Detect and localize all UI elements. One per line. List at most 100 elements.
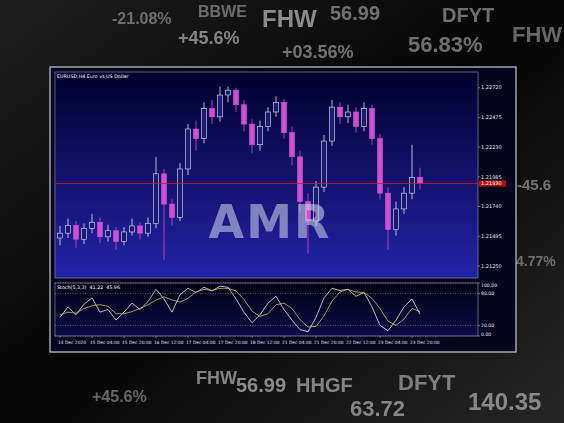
ticker-text: 56.99	[236, 374, 286, 396]
candle-body	[170, 204, 175, 217]
candle-body	[386, 193, 391, 229]
candle-body	[218, 95, 223, 117]
candle-body	[354, 112, 359, 127]
x-tick-label: 21 Dec 04:00	[282, 340, 312, 345]
candle-body	[378, 139, 383, 194]
x-tick-label: 23 Dec 04:00	[378, 340, 408, 345]
x-tick-label: 21 Dec 20:00	[314, 340, 344, 345]
x-tick	[284, 336, 285, 338]
ticker-text: +45.6%	[92, 388, 147, 405]
candle-body	[74, 225, 79, 239]
candle-body	[394, 209, 399, 230]
candle-body	[186, 129, 191, 169]
candle-body	[370, 108, 375, 138]
candle-body	[210, 108, 215, 116]
ticker-text: BBWE	[198, 3, 247, 20]
x-tick	[188, 336, 189, 338]
stoch-tick	[478, 325, 480, 326]
candle-body	[234, 90, 239, 105]
watermark: AMR	[209, 195, 332, 249]
candle-body	[82, 228, 87, 239]
candle-body	[242, 105, 247, 124]
y-tick-label: 1.21985	[481, 174, 502, 180]
ticker-text: -21.08%	[112, 10, 172, 27]
y-tick	[478, 236, 480, 237]
x-tick-label: 22 Dec 12:00	[346, 340, 376, 345]
current-price-line	[55, 183, 478, 184]
ticker-text: +03.56%	[282, 42, 354, 62]
y-tick	[478, 176, 480, 177]
candle-body	[114, 231, 119, 242]
y-tick	[478, 87, 480, 88]
candle-body	[66, 225, 71, 233]
candle-body	[410, 177, 415, 193]
stoch-level	[55, 336, 478, 337]
candle-body	[226, 90, 231, 95]
x-tick	[92, 336, 93, 338]
stoch-tick-label: 0.00	[481, 332, 491, 337]
ticker-text: HHGF	[296, 374, 353, 396]
y-tick-label: 1.21250	[481, 263, 502, 269]
stoch-title: Stoch(5,3,3)41.2245.96	[57, 285, 120, 290]
candle-body	[98, 222, 103, 237]
candle-body	[322, 141, 327, 187]
chart-frame	[50, 67, 516, 352]
x-tick-label: 17 Dec 04:00	[186, 340, 216, 345]
x-tick	[124, 336, 125, 338]
candle-body	[202, 108, 207, 138]
candle-body	[290, 133, 295, 157]
stoch-tick-label: 80.00	[481, 291, 494, 296]
ticker-text: 63.72	[350, 396, 405, 421]
candle-body	[338, 107, 343, 117]
stoch-value: 41.22	[90, 285, 104, 290]
x-tick	[412, 336, 413, 338]
x-tick	[380, 336, 381, 338]
ticker-text: FHW	[262, 5, 317, 32]
stoch-tick-label: 20.00	[481, 323, 494, 328]
candle-body	[106, 231, 111, 237]
candle-body	[250, 124, 255, 145]
y-tick-label: 1.22720	[481, 84, 502, 90]
candle-body	[194, 129, 199, 139]
y-tick	[478, 147, 480, 148]
current-price-label: 1.21930	[481, 180, 502, 186]
stoch-lines	[60, 286, 420, 332]
ticker-text: 4.77%	[516, 253, 556, 269]
y-tick	[478, 265, 480, 266]
x-tick-label: 15 Dec 04:00	[90, 340, 120, 345]
candle-body	[346, 112, 351, 117]
y-tick-label: 1.21495	[481, 233, 502, 239]
ticker-text: FHW	[196, 368, 237, 388]
stoch-line	[60, 286, 420, 332]
candle-body	[282, 102, 287, 132]
stoch-tick-label: 100.00	[481, 283, 497, 288]
stoch-tick	[478, 283, 480, 284]
x-tick	[220, 336, 221, 338]
ticker-text: 140.35	[468, 388, 541, 415]
x-tick-label: 17 Dec 20:00	[218, 340, 248, 345]
x-tick	[316, 336, 317, 338]
x-tick	[60, 336, 61, 338]
candle-body	[58, 233, 63, 238]
y-tick	[478, 117, 480, 118]
x-tick	[348, 336, 349, 338]
candle-body	[122, 232, 127, 242]
candle-body	[274, 102, 279, 112]
candle-body	[330, 107, 335, 141]
candle-body	[162, 174, 167, 204]
candle-body	[258, 127, 263, 145]
stoch-tick	[478, 293, 480, 294]
stage: FHW56.99BBWE+45.6%-21.08%+03.56%56.83%DF…	[0, 0, 564, 423]
ticker-text: FHW	[512, 22, 562, 47]
current-price-box	[479, 180, 506, 186]
candle-body	[130, 226, 135, 232]
candle-body	[362, 108, 367, 126]
chart-title: EURUSD,H4 Euro vs US Dollar	[57, 74, 128, 79]
x-tick-label: 16 Dec 12:00	[154, 340, 184, 345]
ticker-text: DFYT	[398, 370, 456, 395]
ticker-text: +45.6%	[178, 28, 240, 48]
background	[0, 0, 564, 423]
candle-body	[266, 112, 271, 127]
x-tick-label: 15 Dec 20:00	[122, 340, 152, 345]
ticker-text: -45.6	[517, 176, 551, 193]
